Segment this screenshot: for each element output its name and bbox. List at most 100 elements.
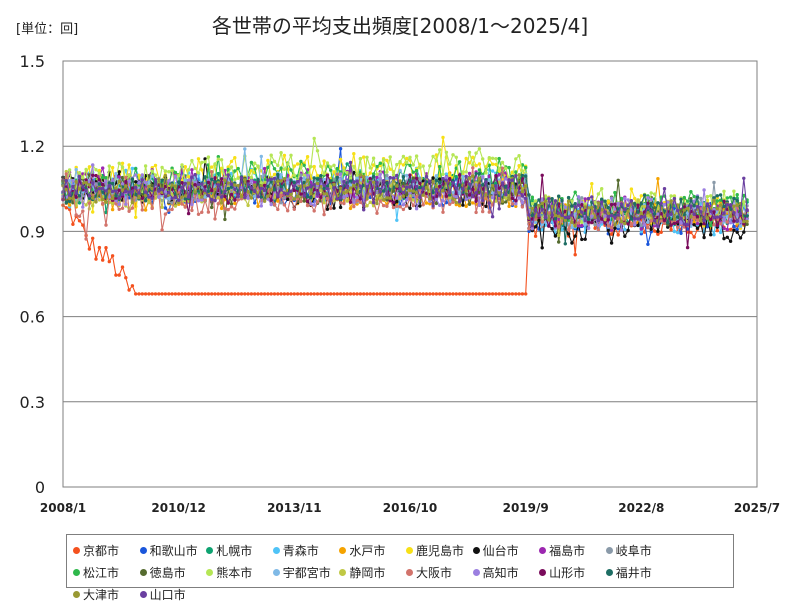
data-point: [500, 199, 505, 203]
data-point: [216, 292, 220, 296]
data-point: [186, 168, 191, 172]
data-point: [269, 177, 273, 181]
legend-label: 徳島市: [149, 565, 186, 580]
data-point: [646, 213, 650, 218]
data-point: [679, 209, 683, 213]
data-point: [438, 192, 442, 197]
data-point: [358, 170, 363, 174]
data-point: [338, 201, 343, 205]
data-point: [504, 192, 508, 197]
legend-item: 宇都宮市: [272, 561, 340, 583]
legend-item: 熊本市: [206, 561, 273, 583]
data-point: [421, 179, 425, 183]
data-point: [520, 189, 525, 194]
data-point: [87, 201, 92, 205]
data-point: [454, 195, 458, 199]
data-point: [656, 229, 660, 233]
data-point: [471, 194, 475, 198]
data-point: [444, 194, 449, 198]
data-point: [702, 202, 706, 206]
data-point: [272, 172, 277, 177]
data-point: [656, 232, 660, 236]
data-point: [606, 199, 610, 203]
data-point: [639, 215, 643, 219]
data-point: [735, 203, 739, 207]
data-point: [444, 292, 449, 296]
data-point: [497, 186, 501, 190]
data-point: [606, 224, 610, 228]
data-point: [656, 212, 660, 216]
data-point: [219, 158, 224, 162]
data-point: [494, 292, 498, 296]
data-point: [745, 208, 749, 213]
data-point: [490, 292, 495, 296]
data-point: [315, 181, 320, 186]
data-point: [434, 153, 439, 157]
data-point: [348, 186, 353, 190]
data-point: [504, 200, 508, 204]
data-point: [233, 169, 237, 173]
data-point: [421, 186, 425, 191]
data-point: [77, 174, 82, 179]
data-point: [477, 176, 482, 180]
data-point: [206, 189, 211, 193]
data-point: [233, 207, 237, 211]
data-point: [629, 223, 634, 227]
data-point: [477, 203, 482, 207]
data-point: [177, 198, 181, 202]
data-point: [302, 173, 306, 178]
data-point: [229, 202, 234, 206]
data-point: [193, 166, 197, 171]
data-point: [709, 217, 713, 222]
data-point: [302, 180, 306, 185]
data-point: [570, 225, 574, 230]
data-point: [345, 185, 349, 190]
data-point: [183, 178, 187, 183]
data-point: [345, 292, 349, 296]
data-point: [471, 201, 475, 205]
data-point: [633, 223, 637, 227]
data-point: [725, 220, 729, 224]
data-point: [163, 292, 168, 296]
data-point: [130, 206, 135, 210]
data-point: [249, 196, 254, 200]
data-point: [623, 227, 627, 232]
data-point: [391, 189, 396, 193]
data-point: [580, 196, 584, 200]
data-point: [424, 292, 429, 296]
data-point: [137, 181, 141, 185]
data-point: [639, 194, 643, 198]
data-point: [438, 180, 442, 184]
data-point: [114, 194, 118, 198]
data-point: [405, 198, 409, 202]
data-point: [728, 195, 733, 199]
data-point: [107, 184, 112, 188]
data-point: [256, 164, 260, 168]
data-point: [689, 215, 693, 219]
data-point: [276, 179, 280, 184]
data-point: [216, 157, 220, 161]
data-point: [481, 157, 485, 161]
data-point: [203, 175, 207, 179]
data-point: [391, 173, 396, 177]
data-point: [362, 292, 366, 296]
legend-marker: [73, 590, 80, 598]
data-point: [167, 292, 171, 296]
data-point: [732, 211, 736, 215]
data-point: [692, 235, 696, 239]
data-point: [163, 169, 168, 173]
data-point: [262, 188, 267, 193]
data-point: [649, 201, 653, 206]
data-point: [715, 228, 719, 233]
data-point: [91, 173, 95, 177]
series-山口市: [61, 160, 749, 229]
data-point: [735, 230, 739, 234]
data-point: [140, 173, 144, 177]
y-tick-label: 0.9: [20, 222, 45, 241]
data-point: [709, 209, 713, 213]
data-point: [656, 177, 660, 181]
data-point: [322, 183, 326, 188]
data-point: [362, 155, 366, 159]
data-point: [77, 171, 82, 175]
data-point: [163, 190, 168, 194]
